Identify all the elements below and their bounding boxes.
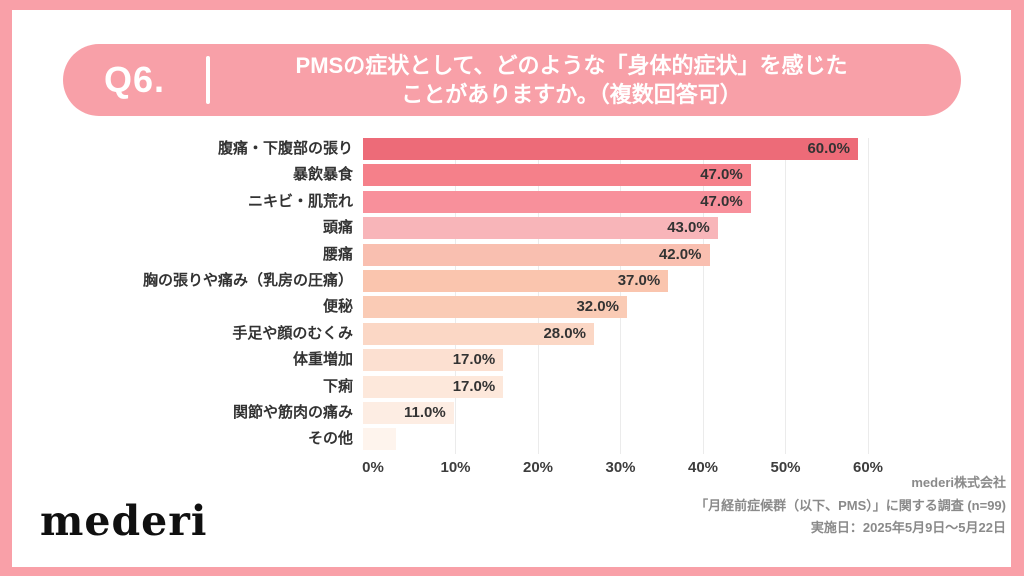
bar-value-label: 47.0%	[700, 166, 743, 184]
bar-fill: 28.0%	[363, 322, 594, 345]
bar-track: 17.0%	[363, 349, 1011, 372]
bar-row: 体重増加 17.0%	[12, 349, 1011, 375]
bar-value-label: 17.0%	[452, 377, 496, 395]
category-label: 下痢	[322, 377, 353, 395]
bar-row: 腰痛 42.0%	[12, 243, 1011, 270]
chart-gridlines	[373, 138, 873, 454]
bar-row: ニキビ・肌荒れ 47.0%	[12, 190, 1011, 217]
bar-track: 11.0%	[363, 401, 1011, 424]
bar-value-label: 43.0%	[667, 219, 710, 237]
x-axis-tick: 20%	[522, 459, 554, 476]
category-label: 腰痛	[322, 245, 353, 263]
category-label: 頭痛	[322, 219, 353, 237]
gridline-60%	[867, 138, 869, 454]
x-axis-tick: 40%	[687, 459, 719, 476]
x-axis: 0% 10% 20% 30% 40% 50% 60%	[362, 459, 893, 479]
header-divider	[206, 56, 210, 104]
bar-fill: 47.0%	[363, 190, 751, 213]
category-label: 手足や顔のむくみ	[232, 324, 353, 342]
x-axis-tick: 50%	[770, 459, 801, 476]
question-title-line1: PMSの症状として、どのような「身体的症状」を感じた	[295, 53, 848, 78]
bar-row: 胸の張りや痛み（乳房の圧痛） 37.0%	[12, 269, 1011, 296]
gridline-40%	[702, 138, 704, 454]
bar-value-label: 11.0%	[404, 403, 446, 421]
bar-value-label: 37.0%	[617, 271, 661, 289]
bar-row: 暴飲暴食 47.0%	[12, 164, 1011, 190]
category-label: 胸の張りや痛み（乳房の圧痛）	[142, 271, 353, 289]
bar-track: 47.0%	[363, 190, 1011, 213]
bar-track: 43.0%	[363, 217, 1011, 240]
survey-credits: mederi株式会社「月経前症候群（以下、PMS）」に関する調査 (n=99) 実…	[695, 472, 1006, 540]
bar-fill: 47.0%	[363, 164, 751, 187]
question-number: Q6.	[103, 59, 166, 100]
gridline-50%	[785, 138, 786, 454]
gridline-30%	[620, 138, 621, 454]
bar-track: 60.0%	[363, 138, 1011, 160]
bar-row: 手足や顔のむくみ 28.0%	[12, 322, 1011, 349]
category-label: ニキビ・肌荒れ	[247, 192, 353, 210]
credit-line: 実施日：2025年5月9日～5月22日	[810, 520, 1006, 535]
bar-row: その他	[12, 428, 1011, 454]
bar-fill: 37.0%	[363, 269, 669, 292]
bar-track: 28.0%	[363, 322, 1011, 345]
x-axis-tick: 30%	[605, 459, 636, 476]
bar-row: 下痢 17.0%	[12, 375, 1011, 402]
bar-value-label: 32.0%	[576, 298, 619, 316]
gridline-10%	[455, 138, 456, 454]
bar-track	[363, 428, 1011, 451]
bar-row: 腹痛・下腹部の張り 60.0%	[12, 138, 1011, 164]
bar-value-label: 28.0%	[543, 324, 586, 342]
credit-line: mederi株式会社	[911, 475, 1006, 490]
gridline-20%	[537, 138, 539, 454]
x-axis-tick: 0%	[362, 459, 384, 476]
category-label: 関節や筋肉の痛み	[232, 403, 353, 421]
bar-track: 42.0%	[363, 243, 1011, 266]
category-label: 暴飲暴食	[292, 166, 353, 184]
bar-fill	[363, 428, 396, 451]
bar-row: 便秘 32.0%	[12, 296, 1011, 322]
bar-track: 17.0%	[363, 375, 1011, 398]
bar-fill: 17.0%	[363, 349, 504, 372]
bar-row: 関節や筋肉の痛み 11.0%	[12, 401, 1011, 428]
question-title: PMSの症状として、どのような「身体的症状」を感じた ことがありますか。（複数回…	[210, 51, 961, 109]
category-label: 腹痛・下腹部の張り	[217, 140, 353, 157]
question-title-line2: ことがありますか。（複数回答可）	[401, 82, 742, 107]
bar-value-label: 47.0%	[700, 192, 743, 210]
bar-value-label: 17.0%	[452, 351, 496, 369]
bar-track: 47.0%	[363, 164, 1011, 187]
bar-value-label: 42.0%	[658, 245, 702, 263]
bar-fill: 11.0%	[363, 401, 454, 424]
bar-fill: 43.0%	[363, 217, 718, 240]
category-label: 体重増加	[292, 351, 353, 369]
bar-fill: 32.0%	[363, 296, 627, 319]
x-axis-tick: 60%	[852, 459, 884, 476]
bar-track: 37.0%	[363, 269, 1011, 292]
bar-value-label: 60.0%	[807, 140, 850, 157]
bar-track: 32.0%	[363, 296, 1011, 319]
credit-line: 「月経前症候群（以下、PMS）」に関する調査 (n=99)	[695, 497, 1006, 513]
bar-fill: 17.0%	[363, 375, 504, 398]
mederi-logo: mederi	[40, 497, 208, 545]
category-label: 便秘	[322, 298, 353, 316]
bar-fill: 60.0%	[363, 138, 858, 160]
category-label: その他	[307, 430, 353, 448]
bar-fill: 42.0%	[363, 243, 710, 266]
question-number-wrap: Q6.	[63, 59, 206, 101]
x-axis-tick: 10%	[440, 459, 471, 476]
question-header: Q6. PMSの症状として、どのような「身体的症状」を感じた ことがありますか。…	[63, 44, 961, 116]
bar-chart: 腹痛・下腹部の張り 60.0% 暴飲暴食 47.0% ニキビ・肌荒れ 47.0% 頭痛 43.…	[12, 138, 1011, 455]
bar-row: 頭痛 43.0%	[12, 217, 1011, 243]
